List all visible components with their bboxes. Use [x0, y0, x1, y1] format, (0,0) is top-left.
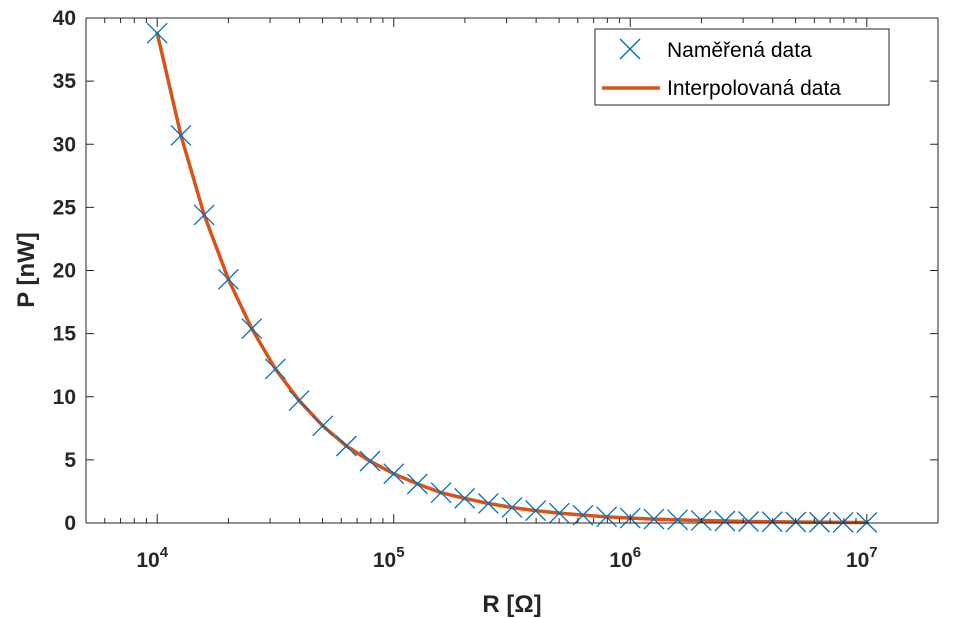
- data-point: [548, 502, 570, 524]
- y-tick-label: 0: [64, 512, 76, 535]
- data-point: [738, 511, 759, 532]
- x-tick-label: 107: [846, 544, 878, 572]
- data-point: [359, 450, 381, 472]
- x-tick-label: 106: [609, 544, 641, 572]
- y-tick-label: 35: [53, 70, 77, 93]
- data-point: [312, 415, 334, 437]
- x-tick-label: 105: [373, 544, 405, 572]
- legend-label-interpolated: Interpolovaná data: [667, 77, 841, 100]
- data-point: [430, 482, 452, 504]
- data-point: [477, 492, 499, 514]
- data-point: [525, 500, 547, 522]
- data-point: [383, 463, 405, 485]
- y-tick-label: 20: [53, 260, 76, 283]
- data-point: [572, 504, 594, 526]
- data-point: [170, 124, 192, 146]
- legend-marker-icon: [619, 38, 641, 60]
- data-point: [667, 509, 689, 531]
- data-point: [406, 473, 428, 495]
- y-tick-label: 30: [53, 133, 76, 156]
- y-tick-label: 15: [53, 323, 77, 346]
- y-axis-title: P [nW]: [13, 232, 40, 308]
- data-point: [264, 358, 286, 380]
- ticks-layer: 0 5 10 15 20 25 30 35 40 104 105 106 107: [53, 7, 939, 572]
- series-layer: [146, 22, 878, 533]
- data-point: [714, 510, 736, 532]
- data-point: [643, 508, 665, 530]
- data-point: [832, 511, 854, 533]
- legend: Naměřená data Interpolovaná data: [594, 28, 890, 106]
- x-tick-label: 104: [136, 544, 168, 572]
- data-point: [146, 22, 168, 44]
- data-point: [193, 204, 215, 226]
- legend-label-measured: Naměřená data: [667, 39, 812, 62]
- data-point: [217, 268, 239, 290]
- y-tick-label: 10: [53, 386, 76, 409]
- data-point: [501, 497, 523, 518]
- data-point: [454, 487, 476, 509]
- x-axis-title: R [Ω]: [482, 591, 541, 618]
- data-point: [288, 390, 310, 411]
- data-point: [335, 435, 357, 457]
- data-point: [809, 511, 830, 533]
- data-point: [241, 318, 263, 340]
- legend-box: [594, 28, 890, 106]
- y-tick-label: 40: [53, 7, 76, 30]
- y-tick-label: 5: [64, 449, 76, 472]
- y-tick-label: 25: [53, 196, 77, 219]
